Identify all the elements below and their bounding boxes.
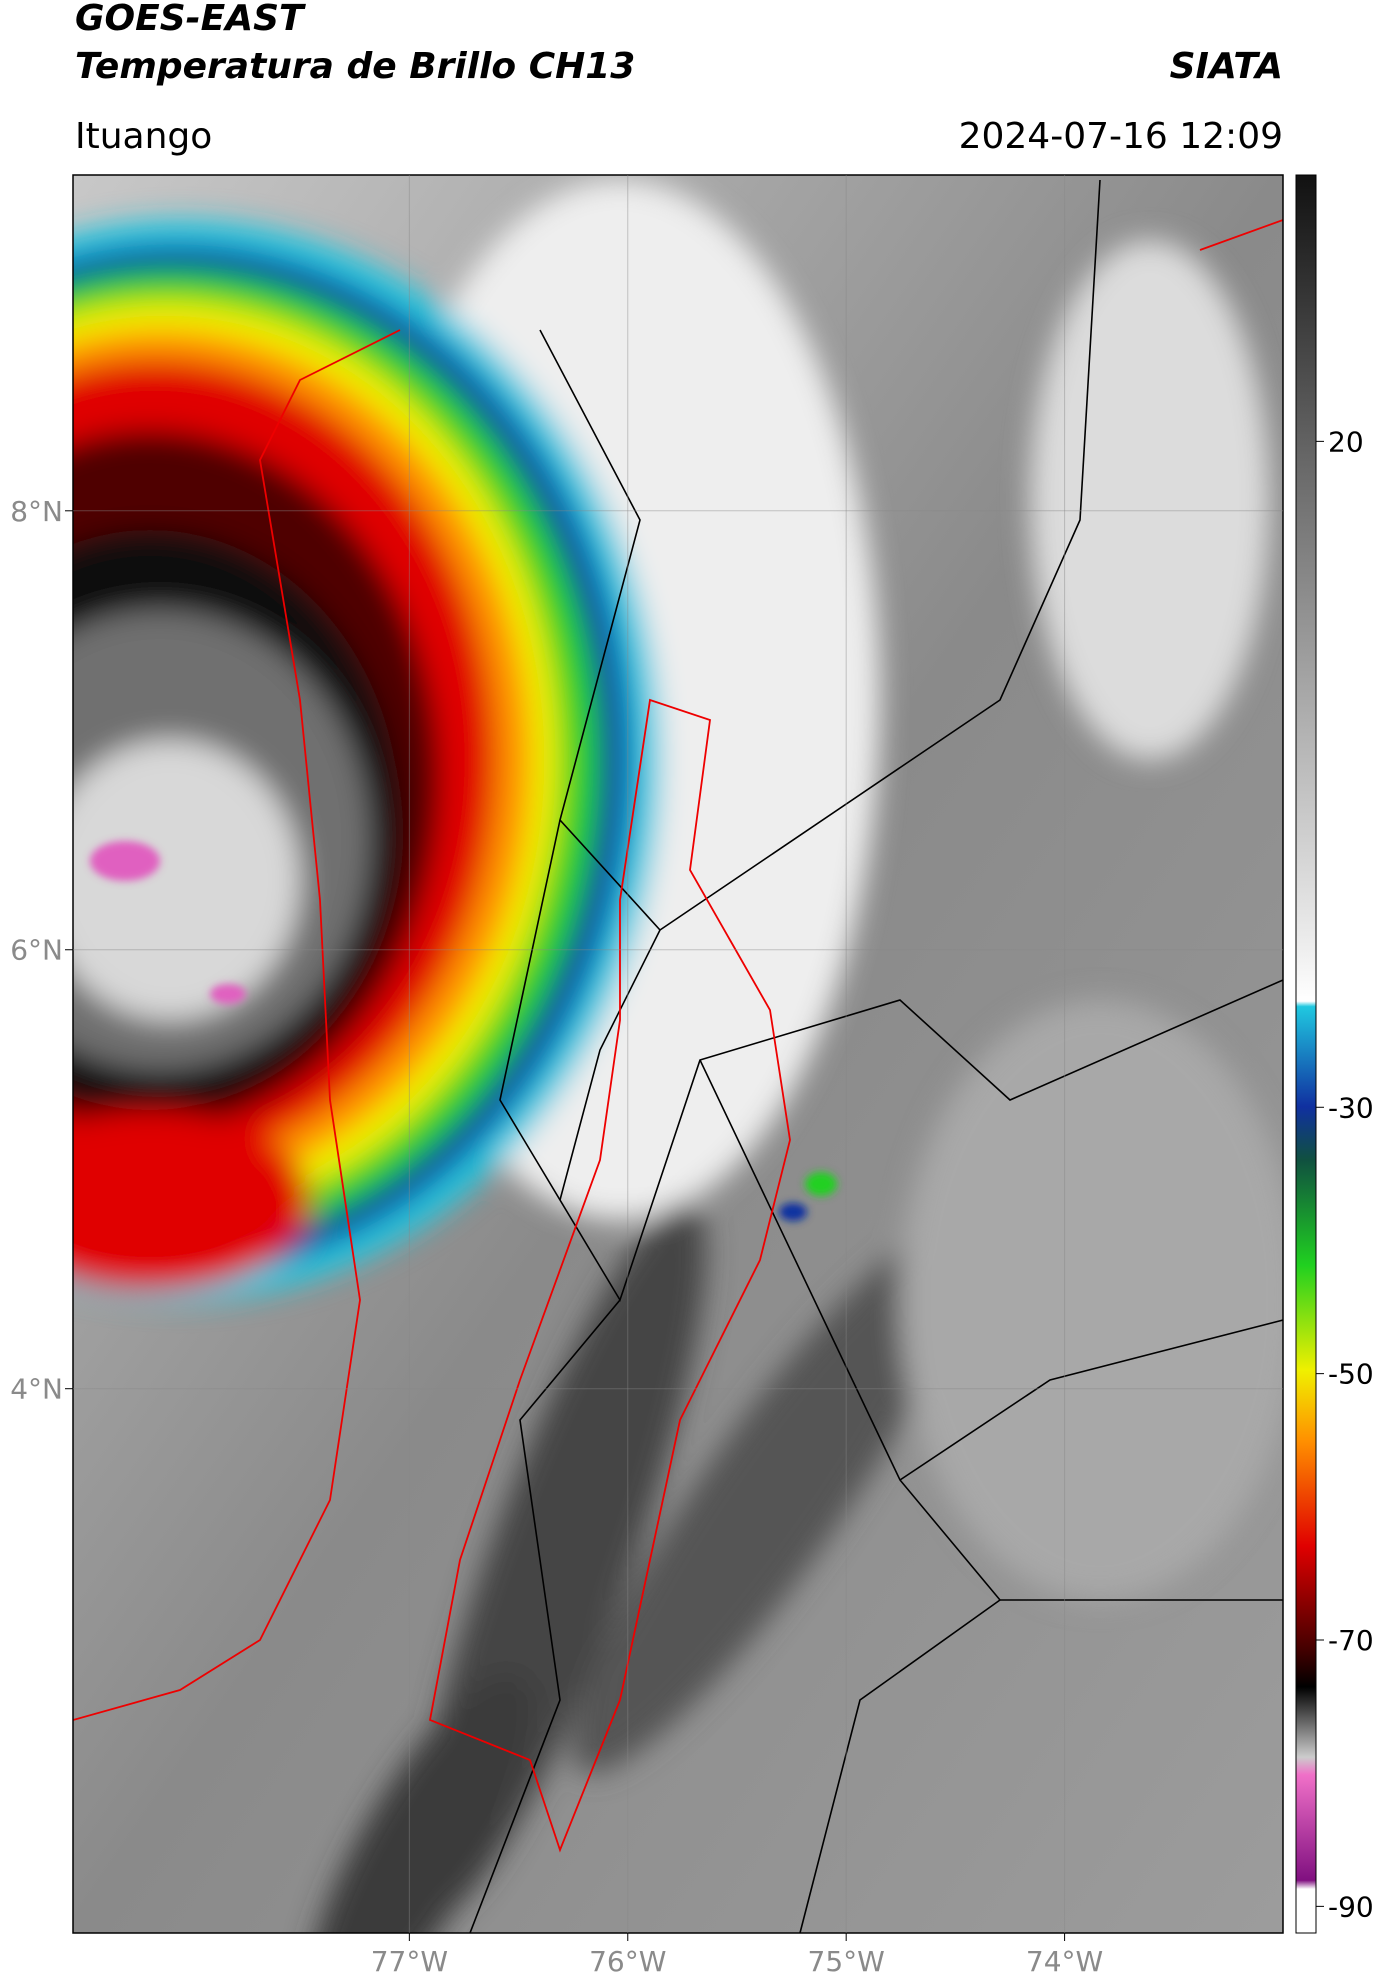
subtitle: Temperatura de Brillo CH13 bbox=[75, 46, 635, 87]
colorbar-tick-label: -30 bbox=[1328, 1091, 1374, 1124]
x-tick-label: 76°W bbox=[589, 1945, 666, 1978]
colorbar-tick-label: 20 bbox=[1328, 425, 1364, 458]
satellite-image bbox=[73, 175, 1283, 1933]
x-tick-label: 75°W bbox=[808, 1945, 885, 1978]
datetime: 2024-07-16 12:09 bbox=[959, 116, 1283, 157]
map-frame bbox=[72, 174, 1284, 1934]
y-tick-label: 8°N bbox=[10, 495, 63, 528]
x-tick-label: 77°W bbox=[371, 1945, 448, 1978]
colorbar-tick-label: -70 bbox=[1328, 1624, 1374, 1657]
colorbar-tick-label: -90 bbox=[1328, 1890, 1374, 1923]
colorbar-tick-label: -50 bbox=[1328, 1358, 1374, 1391]
source: SIATA bbox=[1170, 46, 1283, 87]
y-tick-label: 4°N bbox=[10, 1373, 63, 1406]
colorbar bbox=[1295, 174, 1317, 1934]
x-tick-label: 74°W bbox=[1026, 1945, 1103, 1978]
location: Ituango bbox=[75, 116, 212, 157]
y-tick-label: 6°N bbox=[10, 934, 63, 967]
title: GOES-EAST bbox=[75, 0, 306, 39]
